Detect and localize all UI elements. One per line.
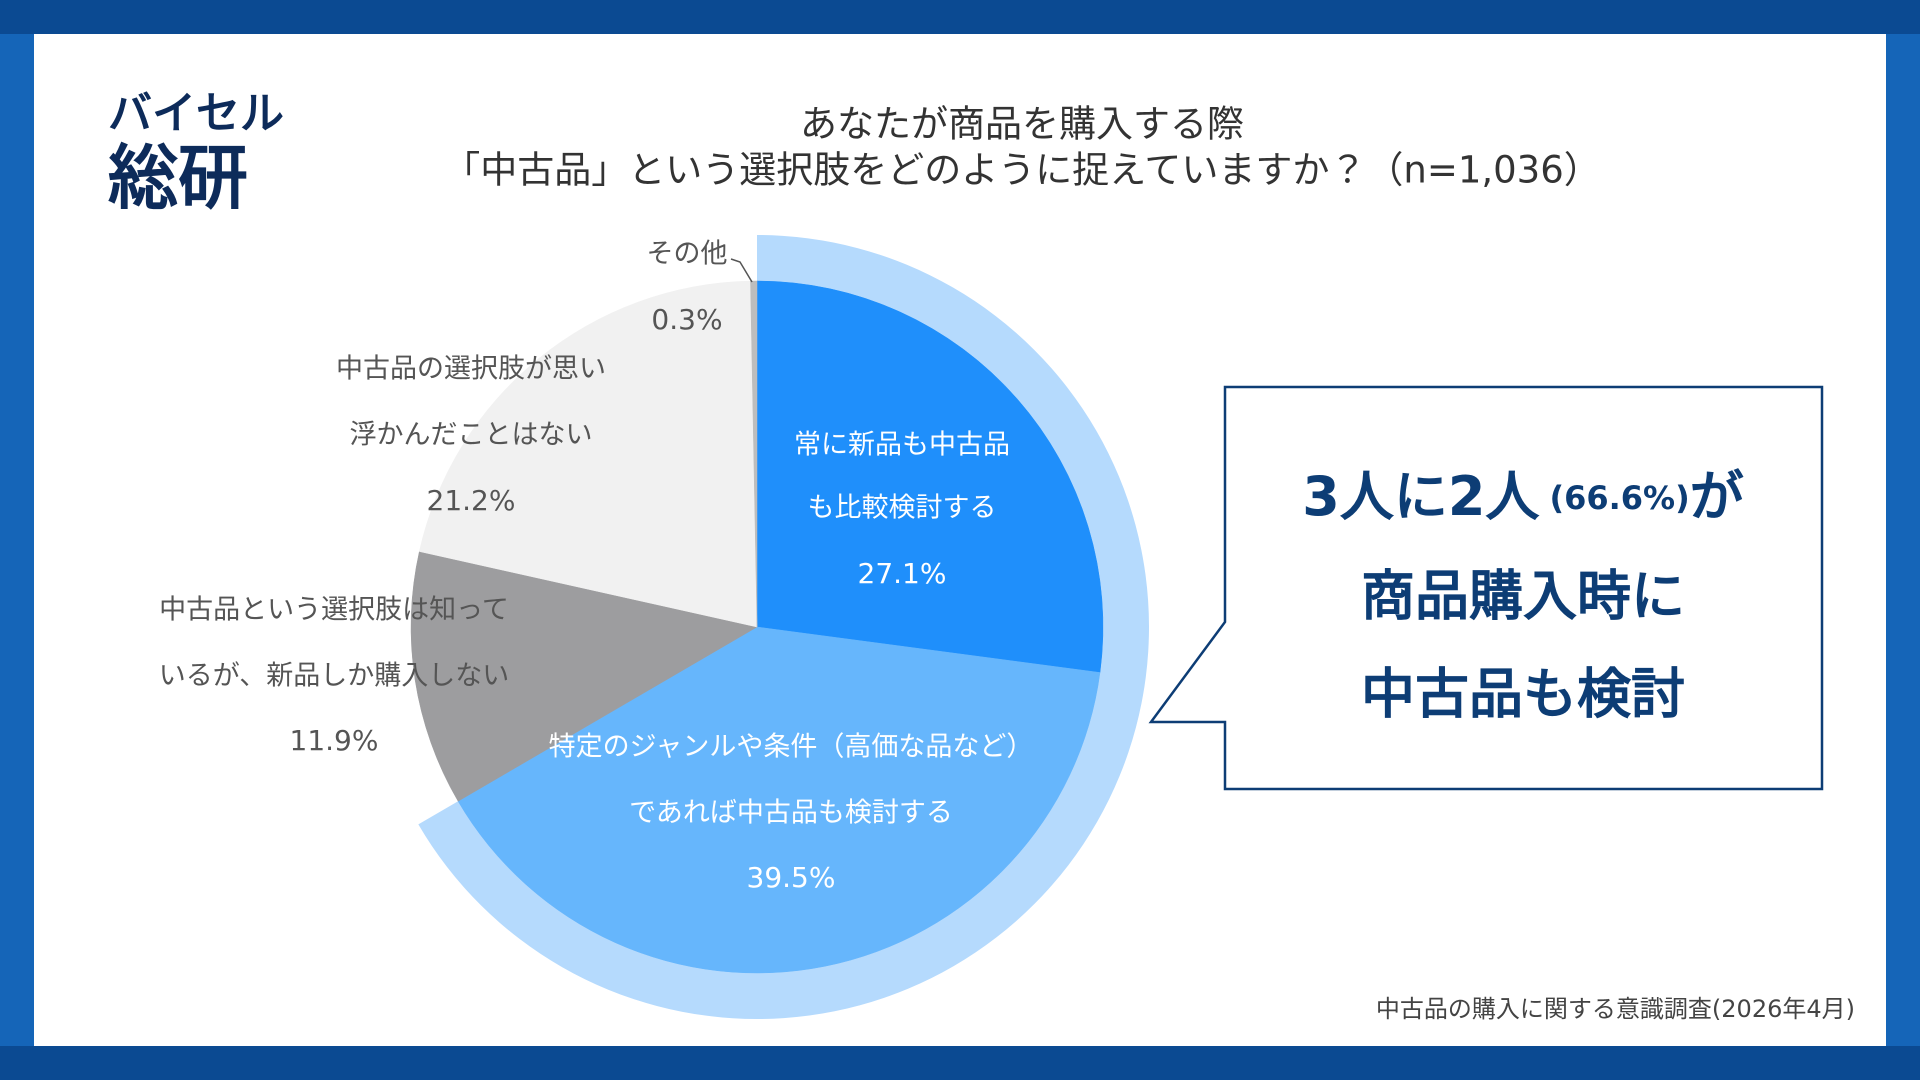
slice-label: 中古品という選択肢は知って xyxy=(159,595,509,626)
slice-label: 中古品の選択肢が思い xyxy=(336,354,606,385)
callout-box xyxy=(1148,385,1824,791)
pie-slice xyxy=(419,280,758,628)
slice-label: であれば中古品も検討する xyxy=(629,798,953,829)
value-label: 39.5% xyxy=(747,861,836,894)
value-label: 0.3% xyxy=(651,303,722,336)
source-note: 中古品の購入に関する意識調査(2026年4月) xyxy=(1376,995,1855,1023)
logo: バイセル 総研 xyxy=(108,88,284,219)
value-label: 11.9% xyxy=(290,724,379,757)
slice-label: も比較検討する xyxy=(808,493,997,524)
logo-text: バイセル xyxy=(108,88,284,139)
callout-text: 商品購入時に xyxy=(1361,565,1685,628)
callout-text: 中古品も検討 xyxy=(1361,663,1685,726)
callout: 3人に2人 (66.6%)が 商品購入時に 中古品も検討 xyxy=(1148,385,1824,791)
leader-line xyxy=(730,258,753,283)
pie-slice xyxy=(756,280,1104,673)
slice-label: 常に新品も中古品 xyxy=(794,430,1010,461)
pie-slice xyxy=(410,551,758,802)
callout-text: 3人に2人 xyxy=(1302,465,1540,528)
callout-text: 3人に2人 (66.6%)が xyxy=(1302,465,1743,528)
callout-text: が xyxy=(1690,465,1744,528)
callout-note: (66.6%) xyxy=(1549,479,1689,517)
slice-label: 浮かんだことはない xyxy=(350,420,593,451)
pie-slice xyxy=(457,626,1101,974)
value-label: 27.1% xyxy=(858,557,947,590)
slice-label: その他 xyxy=(647,239,728,270)
pie-slice xyxy=(750,280,758,628)
slice-label: 特定のジャンルや条件（高価な品など） xyxy=(549,732,1034,763)
value-label: 21.2% xyxy=(427,484,516,517)
logo-text: 総研 xyxy=(108,137,248,219)
slice-label: いるが、新品しか購入しない xyxy=(159,661,509,692)
chart-title: あなたが商品を購入する際 xyxy=(800,103,1244,146)
chart-title: 「中古品」という選択肢をどのように捉えていますか？（n=1,036） xyxy=(443,149,1601,192)
